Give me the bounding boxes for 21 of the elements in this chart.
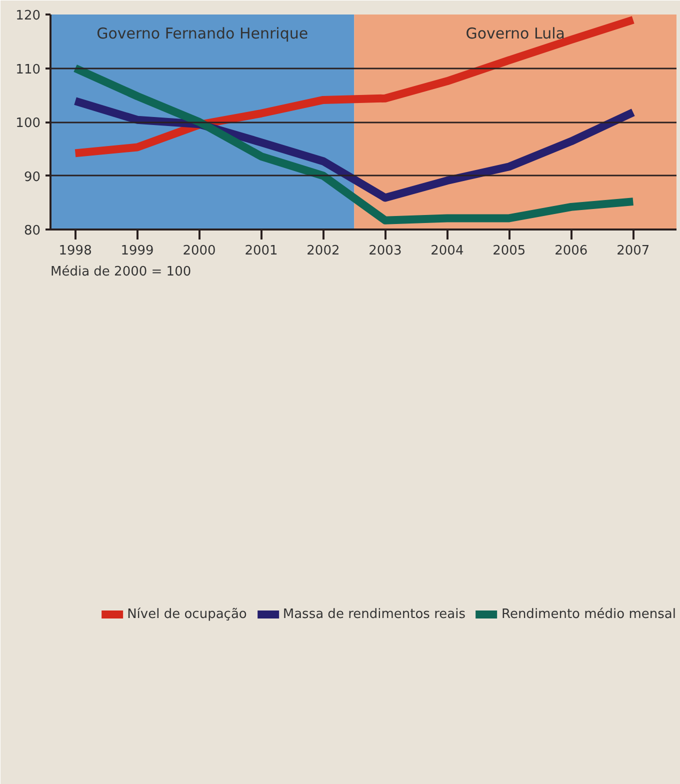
x-tick-label: 2007 bbox=[616, 244, 650, 258]
legend-label: Massa de rendimentos reais bbox=[282, 606, 466, 622]
y-tick-label: 80 bbox=[24, 224, 41, 238]
band-label: Governo Fernando Henrique bbox=[96, 24, 308, 42]
y-tick-label: 100 bbox=[16, 116, 41, 131]
x-tick-label: 2004 bbox=[430, 244, 464, 258]
x-tick-label: 1998 bbox=[58, 244, 92, 258]
y-tick-label: 120 bbox=[16, 8, 41, 24]
text: Média de 2000 = 100 bbox=[50, 264, 192, 280]
x-tick-label: 2000 bbox=[182, 244, 216, 258]
x-tick-label: 1999 bbox=[120, 244, 154, 258]
band-label: Governo Lula bbox=[466, 24, 565, 42]
legend-label: Nível de ocupação bbox=[127, 606, 247, 622]
x-tick-label: 2001 bbox=[244, 244, 278, 258]
y-tick-label: 110 bbox=[16, 62, 41, 78]
x-tick-label: 2003 bbox=[368, 244, 402, 258]
x-tick-label: 2002 bbox=[306, 244, 340, 258]
x-tick-label: 2005 bbox=[492, 244, 526, 258]
legend-label: Rendimento médio mensal bbox=[502, 606, 676, 622]
y-tick-label: 90 bbox=[24, 170, 41, 185]
x-tick-label: 2006 bbox=[554, 244, 588, 258]
